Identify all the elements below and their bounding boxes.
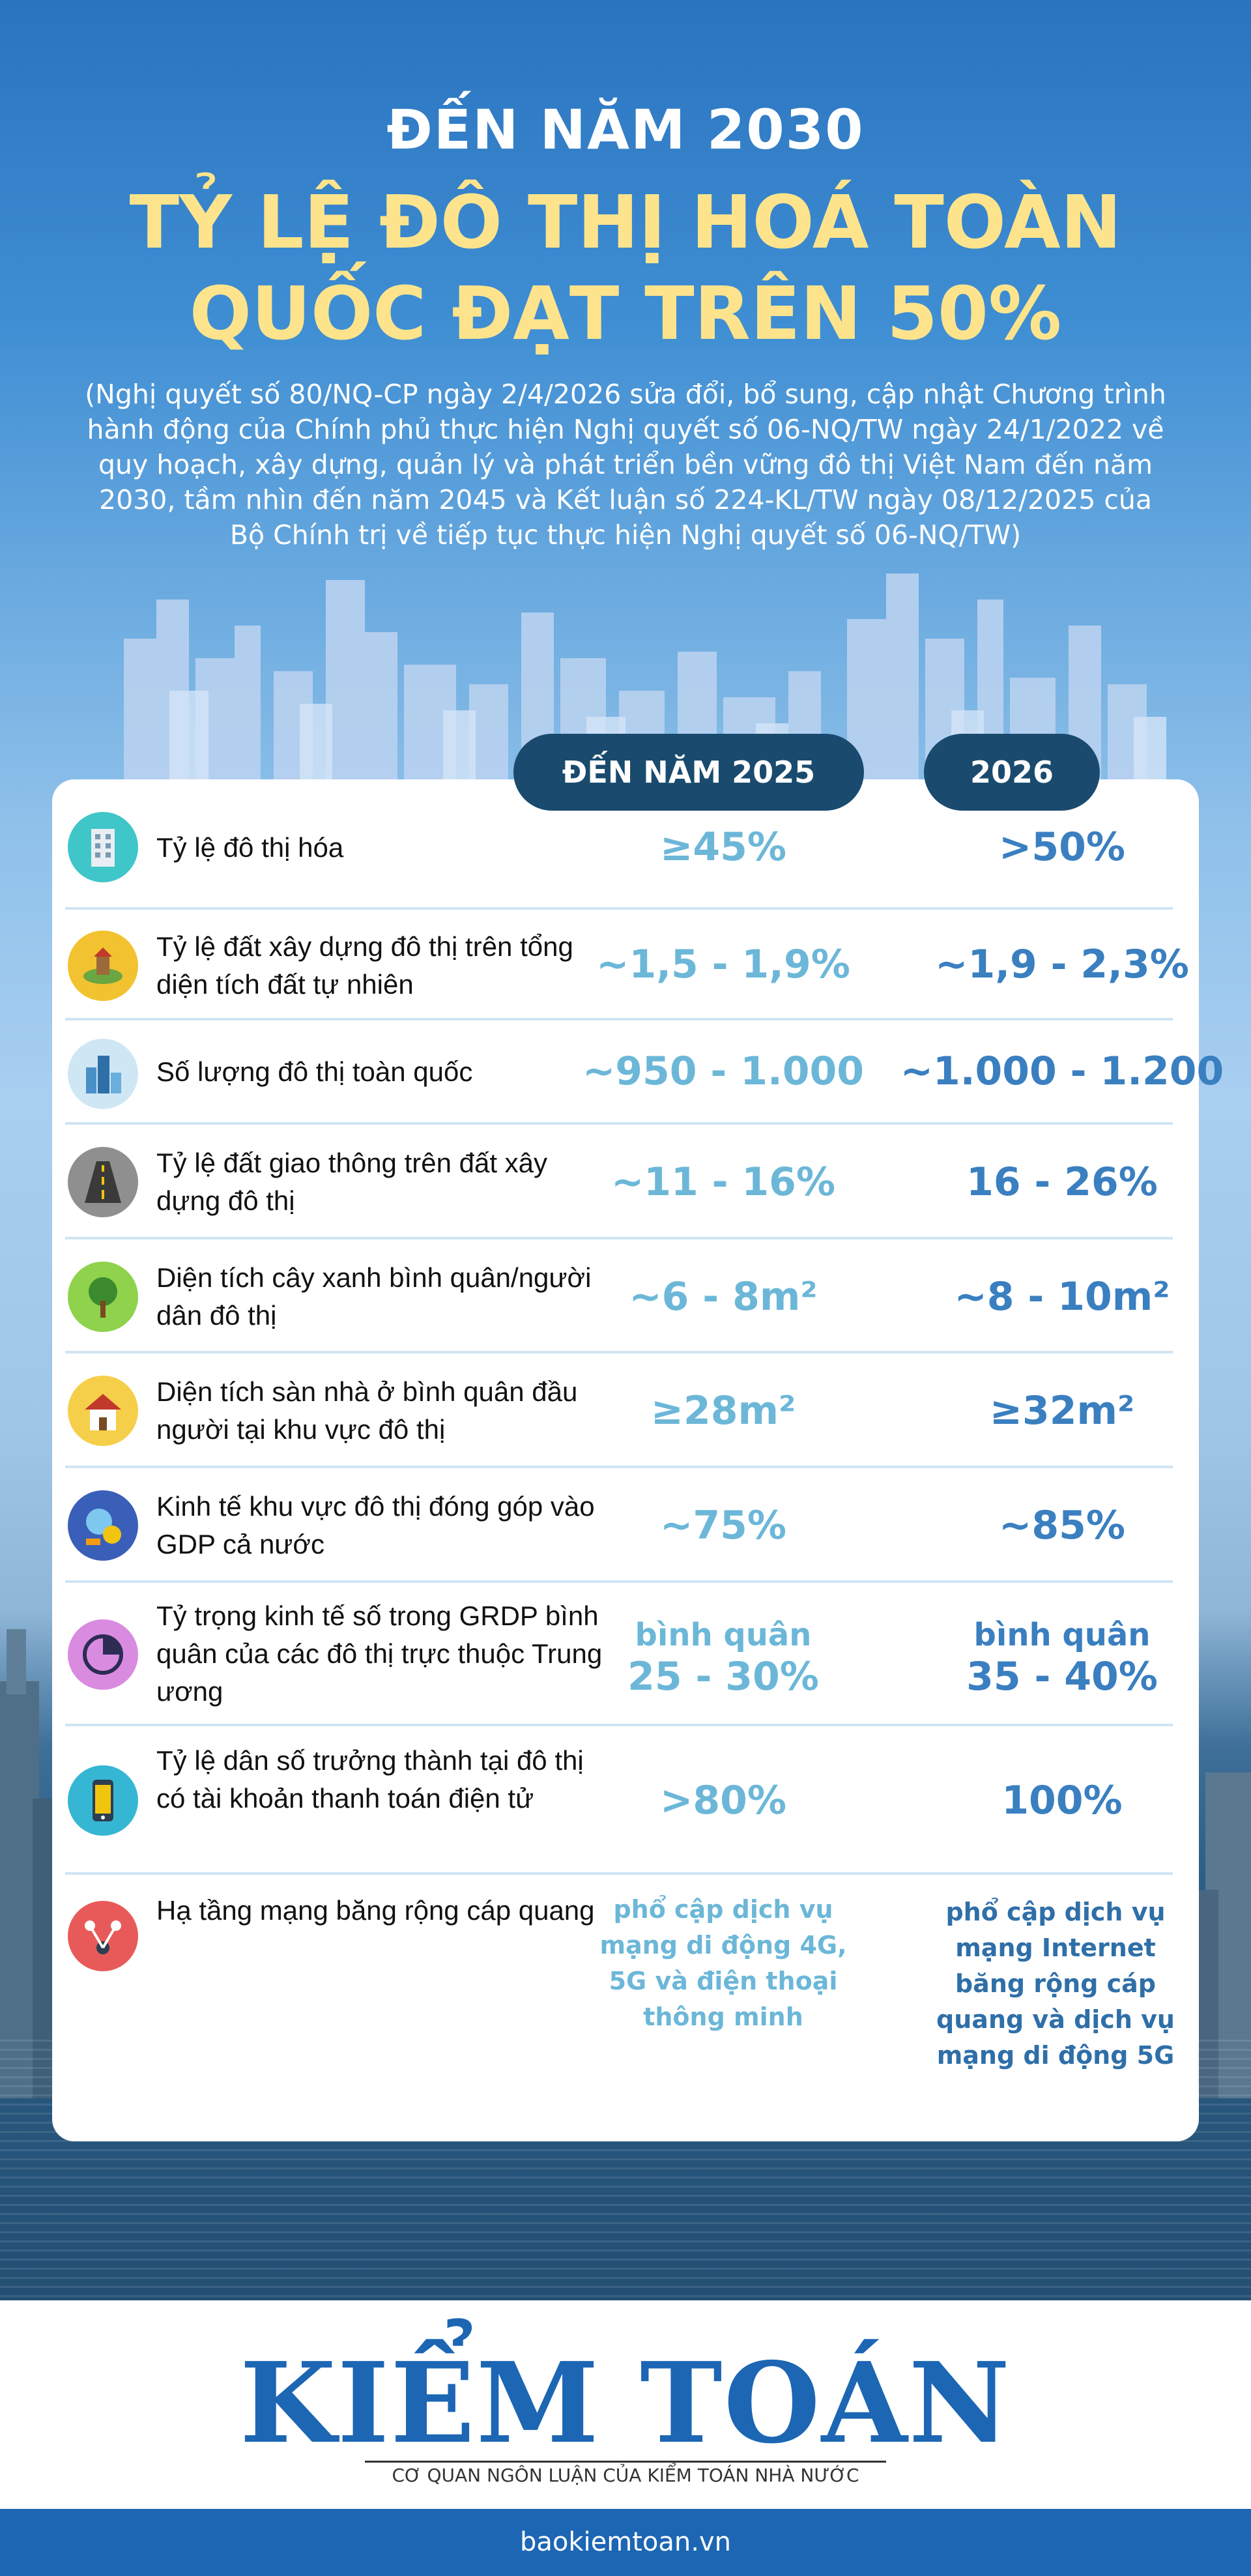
table-row: Diện tích sàn nhà ở bình quân đầu người … — [52, 1353, 1199, 1468]
row-label: Hạ tầng mạng băng rộng cáp quang — [156, 1895, 595, 1926]
indicator-table: Tỷ lệ đô thị hóa ≥45% >50% Tỷ lệ đất xây… — [52, 779, 1224, 2141]
brand-logo[interactable]: KIỂM TOÁN — [239, 2338, 1012, 2468]
value-2025-qualifier: bình quân — [635, 1617, 812, 1653]
subtitle-reference: (Nghị quyết số 80/NQ-CP ngày 2/4/2026 sử… — [85, 379, 1166, 551]
value-2025: >80% — [660, 1778, 786, 1823]
digital-icon — [68, 1619, 138, 1690]
value-2025: phổ cập dịch vụ mạng di động 4G, 5G và đ… — [599, 1895, 847, 2031]
main-title-line-1: TỶ LỆ ĐÔ THỊ HOÁ TOÀN — [129, 181, 1122, 265]
row-divider — [65, 1018, 1173, 1020]
building-icon — [68, 812, 138, 882]
table-row: Tỷ lệ đất giao thông trên đất xây dựng đ… — [52, 1125, 1199, 1239]
table-row: Tỷ lệ dân số trưởng thành tại đô thị có … — [52, 1726, 1199, 1875]
economy-icon — [68, 1490, 138, 1561]
table-row: Kinh tế khu vực đô thị đóng góp vào GDP … — [52, 1468, 1199, 1583]
city-buildings-left — [0, 1629, 59, 2098]
column-header-2025: ĐẾN NĂM 2025 — [513, 734, 864, 811]
row-label: Diện tích cây xanh bình quân/người dân đ… — [156, 1262, 592, 1331]
value-2026: ~1,9 - 2,3% — [935, 942, 1189, 987]
value-2025: ~11 - 16% — [611, 1159, 836, 1205]
footer: KIỂM TOÁN CƠ QUAN NGÔN LUẬN CỦA KIỂM TOÁ… — [0, 2300, 1251, 2509]
value-2025: ≥28m² — [650, 1388, 796, 1434]
row-label: Tỷ lệ đô thị hóa — [156, 832, 344, 863]
row-divider — [65, 1122, 1173, 1125]
table-row: Số lượng đô thị toàn quốc ~950 - 1.000 ~… — [52, 1020, 1224, 1125]
row-divider — [65, 1237, 1173, 1239]
row-divider — [65, 1872, 1173, 1875]
row-divider — [65, 1580, 1173, 1583]
tagline-divider — [365, 2461, 886, 2463]
row-divider — [65, 1351, 1173, 1353]
road-icon — [68, 1147, 138, 1217]
row-label: Tỷ lệ đất giao thông trên đất xây dựng đ… — [156, 1148, 548, 1216]
network-icon — [68, 1901, 138, 1971]
row-label: Tỷ trọng kinh tế số trong GRDP bình quân… — [156, 1600, 603, 1707]
table-row: Tỷ lệ đất xây dựng đô thị trên tổng diện… — [52, 910, 1199, 1020]
table-row: Tỷ lệ đô thị hóa ≥45% >50% — [52, 786, 1199, 910]
row-label: Kinh tế khu vực đô thị đóng góp vào GDP … — [156, 1491, 595, 1559]
tree-icon — [68, 1262, 138, 1332]
table-row: Diện tích cây xanh bình quân/người dân đ… — [52, 1239, 1199, 1353]
table-row: Tỷ trọng kinh tế số trong GRDP bình quân… — [52, 1583, 1199, 1726]
main-title-line-2: QUỐC ĐẠT TRÊN 50% — [189, 272, 1062, 356]
tagline: CƠ QUAN NGÔN LUẬN CỦA KIỂM TOÁN NHÀ NƯỚC — [392, 2465, 859, 2486]
value-2026: ~8 - 10m² — [954, 1274, 1170, 1320]
column-header-2026: 2026 — [924, 734, 1100, 811]
land-icon — [68, 931, 138, 1001]
row-divider — [65, 907, 1173, 910]
row-divider — [65, 1466, 1173, 1468]
value-2025: ~75% — [660, 1503, 786, 1548]
value-2025: ~950 - 1.000 — [582, 1049, 864, 1094]
value-2025: ≥45% — [660, 824, 786, 870]
value-2025: ~6 - 8m² — [629, 1274, 818, 1320]
house-icon — [68, 1376, 138, 1446]
phone-icon — [68, 1765, 138, 1836]
row-label: Tỷ lệ đất xây dựng đô thị trên tổng diện… — [156, 931, 573, 1000]
table-row: Hạ tầng mạng băng rộng cáp quang phổ cập… — [52, 1875, 1199, 2135]
title-year: ĐẾN NĂM 2030 — [386, 98, 865, 162]
value-2026: ~85% — [999, 1503, 1125, 1548]
row-label: Diện tích sàn nhà ở bình quân đầu người … — [156, 1376, 578, 1445]
city-icon — [68, 1039, 138, 1109]
value-2026: ≥32m² — [989, 1388, 1135, 1434]
value-2026: >50% — [999, 824, 1125, 870]
value-2026-qualifier: bình quân — [973, 1617, 1151, 1653]
value-2026: ~1.000 - 1.200 — [900, 1049, 1224, 1094]
row-divider — [65, 1724, 1173, 1726]
website-link[interactable]: baokiemtoan.vn — [0, 2509, 1251, 2576]
value-2025: ~1,5 - 1,9% — [596, 942, 850, 987]
main-title: TỶ LỆ ĐÔ THỊ HOÁ TOÀN QUỐC ĐẠT TRÊN 50% — [0, 177, 1251, 360]
row-label: Tỷ lệ dân số trưởng thành tại đô thị có … — [156, 1745, 584, 1814]
value-2026: 100% — [1001, 1778, 1123, 1823]
value-2026: 16 - 26% — [966, 1159, 1158, 1205]
value-2026: phổ cập dịch vụ mạng Internet băng rộng … — [936, 1898, 1175, 2070]
row-label: Số lượng đô thị toàn quốc — [156, 1056, 473, 1087]
value-2026: 35 - 40% — [966, 1654, 1158, 1700]
value-2025: 25 - 30% — [627, 1654, 819, 1700]
